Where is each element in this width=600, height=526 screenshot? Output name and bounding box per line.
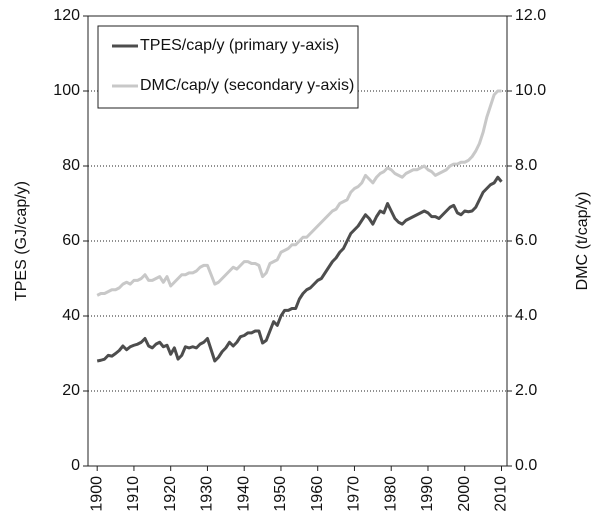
x-tick-label: 1960 [309, 476, 326, 512]
y2-tick-label: 6.0 [515, 232, 537, 249]
y-tick-label: 20 [62, 382, 80, 399]
y2-tick-label: 12.0 [515, 7, 546, 24]
y2-tick-label: 8.0 [515, 157, 537, 174]
x-tick-label: 1900 [88, 476, 105, 512]
x-tick-label: 1980 [382, 476, 399, 512]
x-tick-label: 1970 [346, 476, 363, 512]
legend-box [97, 25, 359, 109]
y-tick-label: 80 [62, 157, 80, 174]
x-tick-label: 1930 [199, 476, 216, 512]
y2-tick-label: 0.0 [515, 457, 537, 474]
x-tick-label: 1950 [272, 476, 289, 512]
y2-tick-label: 4.0 [515, 307, 537, 324]
x-tick-label: 2010 [493, 476, 510, 512]
y2-tick-label: 2.0 [515, 382, 537, 399]
x-tick-label: 1910 [125, 476, 142, 512]
x-tick-label: 1940 [235, 476, 252, 512]
y-tick-label: 0 [71, 457, 80, 474]
series-line [96, 175, 503, 363]
y-tick-label: 40 [62, 307, 80, 324]
series-line [96, 89, 502, 297]
y2-axis-label: DMC (t/cap/y) [574, 192, 591, 291]
x-tick-label: 2000 [456, 476, 473, 512]
legend-label: TPES/cap/y (primary y-axis) [140, 37, 339, 54]
y-tick-label: 100 [53, 82, 80, 99]
plot-border [87, 15, 508, 467]
y-tick-label: 120 [53, 7, 80, 24]
legend-label: DMC/cap/y (secondary y-axis) [140, 77, 354, 94]
x-tick-label: 1990 [419, 476, 436, 512]
y2-tick-label: 10.0 [515, 82, 546, 99]
y-axis-label: TPES (GJ/cap/y) [13, 181, 30, 301]
y-tick-label: 60 [62, 232, 80, 249]
x-tick-label: 1920 [162, 476, 179, 512]
